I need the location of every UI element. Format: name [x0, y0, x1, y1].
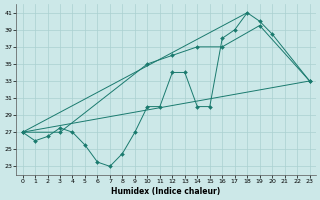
X-axis label: Humidex (Indice chaleur): Humidex (Indice chaleur) — [111, 187, 221, 196]
